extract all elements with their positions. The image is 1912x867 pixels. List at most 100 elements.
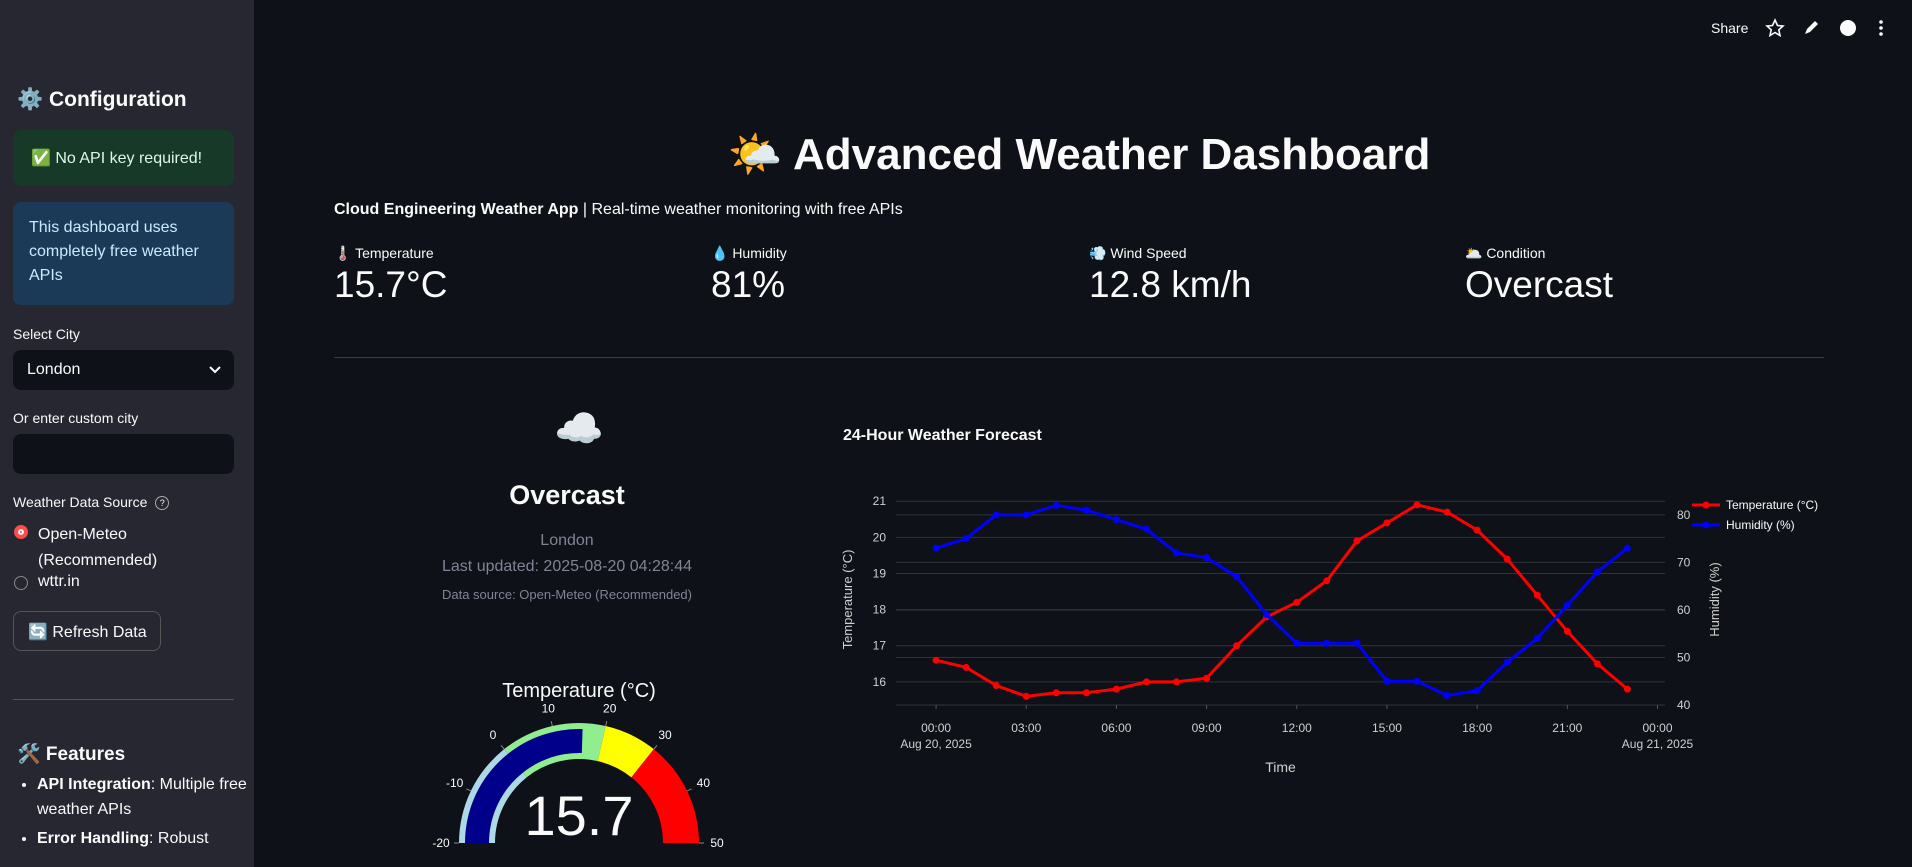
point <box>1473 687 1481 695</box>
features-title: 🛠️ Features <box>17 744 126 765</box>
feature-item: API Integration: Multiple free weather A… <box>37 772 267 822</box>
info-text: This dashboard uses completely free weat… <box>29 219 199 284</box>
divider <box>334 357 1824 358</box>
chevron <box>209 366 221 374</box>
point <box>1623 544 1631 552</box>
radio-label: wttr.in <box>38 573 80 590</box>
series-line <box>935 503 1629 698</box>
point <box>932 656 940 664</box>
radio-selected[interactable] <box>14 525 28 539</box>
y2-tick-label: 70 <box>1677 555 1691 569</box>
radio[interactable] <box>14 576 28 590</box>
point <box>1383 677 1391 685</box>
legend-label: Humidity (%) <box>1726 518 1795 532</box>
point <box>1353 537 1361 545</box>
github-icon[interactable] <box>1840 20 1856 36</box>
gauge-tick <box>550 721 553 727</box>
point <box>1112 685 1120 693</box>
source-label-text: Weather Data Source <box>13 494 148 510</box>
help-icon[interactable]: ? <box>155 496 170 511</box>
gauge-value: 15.7 <box>525 784 634 847</box>
y-tick-label: 20 <box>873 530 887 544</box>
x-tick-label: 09:00 <box>1192 721 1222 735</box>
x-tick-label: 12:00 <box>1282 721 1312 735</box>
x-tick-label: 00:00 Aug 20, 2025 <box>900 721 972 751</box>
page-title: 🌤️ Advanced Weather Dashboard <box>727 130 1431 179</box>
point <box>1233 642 1241 650</box>
point <box>1082 506 1090 514</box>
feature-item: Error Handling: Robust <box>37 826 267 851</box>
custom-input[interactable] <box>13 434 234 474</box>
series-line <box>935 503 1629 698</box>
refresh-button[interactable]: 🔄 Refresh Data <box>13 611 161 651</box>
x-tick-label: 21:00 <box>1552 721 1582 735</box>
point <box>962 663 970 671</box>
metric-label: 💨 Wind Speed <box>1089 245 1187 261</box>
feature-bold: API Integration <box>37 776 151 793</box>
gauge-step <box>631 749 699 843</box>
share[interactable]: Share <box>1711 20 1749 36</box>
data-source: Data source: Open-Meteo (Recommended) <box>441 587 692 602</box>
y2-axis-title: Humidity (%) <box>1707 562 1722 636</box>
x-axis-title: Time <box>1265 759 1296 775</box>
point <box>1263 611 1271 619</box>
star-icon[interactable] <box>1765 18 1785 38</box>
gauge-tick <box>605 721 608 727</box>
toolbar-icons <box>1765 18 1883 38</box>
point <box>1353 639 1361 647</box>
point <box>1383 519 1391 527</box>
metric-value: 15.7°C <box>334 264 448 305</box>
point <box>1233 573 1241 581</box>
point <box>1533 634 1541 642</box>
y-tick-label: 19 <box>873 566 887 580</box>
point <box>1082 689 1090 697</box>
gauge-tick <box>466 788 472 792</box>
radio-label: Open-Meteo (Recommended) <box>38 526 158 569</box>
y2-tick-label: 80 <box>1677 508 1691 522</box>
metric-value: 12.8 km/h <box>1089 264 1252 305</box>
metric-value: 81% <box>711 264 786 305</box>
point <box>1173 678 1181 686</box>
y2-tick-label: 60 <box>1677 603 1691 617</box>
point <box>1112 516 1120 524</box>
chart-title: 24-Hour Weather Forecast <box>843 427 1043 444</box>
feature-text: : Robust <box>149 830 209 847</box>
menu-icon <box>1879 32 1883 36</box>
gauge-tick-label: -20 <box>432 836 450 850</box>
subtitle: Cloud Engineering Weather App | Real-tim… <box>334 201 903 219</box>
point <box>1203 674 1211 682</box>
point <box>992 511 1000 519</box>
point <box>932 544 940 552</box>
metric-label: 🌥️ Condition <box>1465 245 1546 261</box>
gauge-tick <box>500 744 505 750</box>
edit-icon[interactable] <box>1805 21 1818 34</box>
point <box>1173 549 1181 557</box>
point <box>1593 660 1601 668</box>
gauge-tick <box>686 788 692 792</box>
y-axis-title: Temperature (°C) <box>840 550 855 650</box>
city-select[interactable]: London <box>13 350 234 390</box>
y-tick-label: 17 <box>873 639 887 653</box>
divider <box>13 699 234 700</box>
y-tick-label: 16 <box>873 675 887 689</box>
gauge-step <box>597 726 654 778</box>
point <box>1503 555 1511 563</box>
menu-icon[interactable] <box>1879 20 1883 24</box>
point <box>1473 526 1481 534</box>
gauge-tick-label: 10 <box>542 701 556 715</box>
city-label: Select City <box>13 326 80 342</box>
gauge-title: Temperature (°C) <box>502 680 656 702</box>
weather-icon: ☁️ <box>554 407 604 451</box>
city: London <box>540 532 594 549</box>
point <box>1323 639 1331 647</box>
x-tick-label: 18:00 <box>1462 721 1492 735</box>
subtitle-bold: Cloud Engineering Weather App <box>334 201 579 218</box>
feature-text: : Multiple free weather APIs <box>37 776 247 818</box>
point <box>1022 511 1030 519</box>
point <box>1323 577 1331 585</box>
point <box>1563 601 1571 609</box>
y-tick-label: 21 <box>873 494 887 508</box>
updated: Last updated: 2025-08-20 04:28:44 <box>442 558 692 575</box>
point <box>1623 685 1631 693</box>
point <box>992 681 1000 689</box>
